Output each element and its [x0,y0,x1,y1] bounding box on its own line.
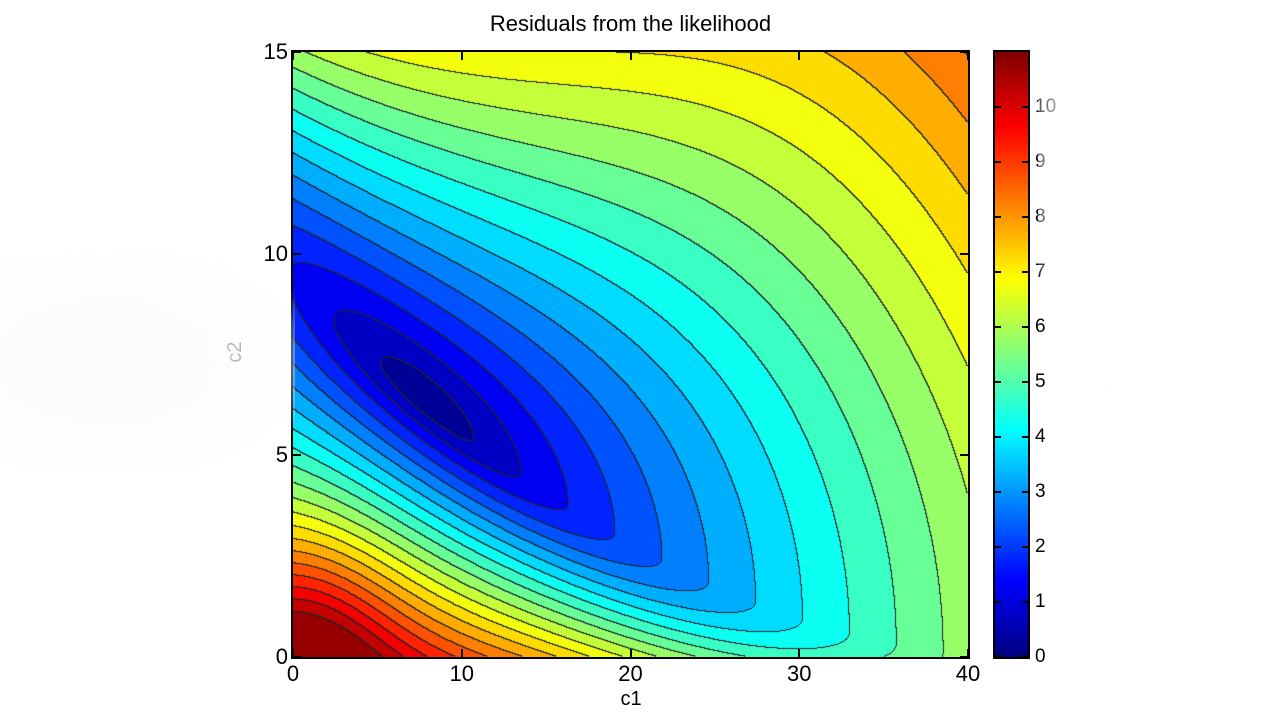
axis-tick-mark [629,649,632,657]
colorbar-tick-label: 10 [1035,96,1057,117]
colorbar-tick-mark [995,436,1001,438]
colorbar-tick-label: 6 [1035,316,1046,337]
colorbar-tick-mark [995,271,1001,273]
x-axis-label: c1 [620,688,642,710]
axis-tick-mark [292,649,294,657]
colorbar-tick-mark [995,546,1001,548]
colorbar-tick-mark [995,326,1001,328]
colorbar-tick-mark [1022,326,1028,328]
colorbar-tick-mark [995,161,1001,163]
x-tick-label: 40 [955,661,981,686]
chart-title: Residuals from the likelihood [489,11,772,36]
colorbar-tick-mark [995,491,1001,493]
colorbar-tick-mark [1022,491,1028,493]
colorbar-tick-label: 2 [1035,536,1046,557]
colorbar-tick-mark [1022,161,1028,163]
x-tick-label: 20 [618,661,643,686]
axis-tick-mark [960,656,968,658]
axis-tick-mark [960,454,968,457]
colorbar-tick-mark [1022,216,1028,218]
colorbar-tick-label: 7 [1035,261,1046,282]
axis-tick-mark [967,649,969,657]
colorbar-tick-mark [1022,381,1028,383]
colorbar-tick-label: 1 [1035,591,1046,612]
colorbar-tick-mark [995,655,1001,657]
axis-tick-mark [798,52,801,60]
colorbar-tick-mark [995,601,1001,603]
colorbar-tick-mark [995,216,1001,218]
axis-tick-mark [629,52,632,60]
axis-tick-mark [293,656,301,658]
colorbar-tick-label: 4 [1035,426,1046,447]
axis-tick-mark [293,51,301,53]
colorbar-tick-mark [995,381,1001,383]
colorbar-tick-mark [1022,271,1028,273]
axis-tick-mark [460,649,463,657]
colorbar-tick-label: 0 [1035,646,1046,667]
colorbar-tick-label: 8 [1035,206,1046,227]
y-tick-label: 15 [263,39,288,64]
colorbar-tick-mark [1022,436,1028,438]
axis-tick-mark [460,52,463,60]
axis-tick-mark [292,52,294,60]
y-tick-label: 10 [263,240,288,266]
plot-area [291,50,970,659]
colorbar-tick-mark [1022,601,1028,603]
axis-tick-mark [293,454,301,457]
colorbar-tick-label: 5 [1035,371,1046,392]
y-axis-label: c2 [224,341,246,363]
colorbar-tick-mark [995,106,1001,108]
axis-tick-mark [293,252,301,255]
colorbar-tick-label: 3 [1035,481,1046,502]
colorbar [993,50,1030,659]
axis-tick-mark [967,52,969,60]
x-tick-label: 30 [787,661,812,686]
colorbar-tick-mark [1022,546,1028,548]
colorbar-tick-mark [1022,106,1028,108]
colorbar-tick-mark [1022,655,1028,657]
colorbar-tick-label: 9 [1035,151,1046,172]
contour-canvas [293,52,968,657]
y-tick-label: 5 [275,442,288,468]
axis-tick-mark [960,252,968,255]
axis-tick-mark [960,51,968,53]
colorbar-canvas [995,52,1028,657]
x-tick-label: 10 [449,661,474,686]
y-tick-label: 0 [275,644,288,669]
axis-tick-mark [798,649,801,657]
x-tick-label: 0 [286,661,300,686]
